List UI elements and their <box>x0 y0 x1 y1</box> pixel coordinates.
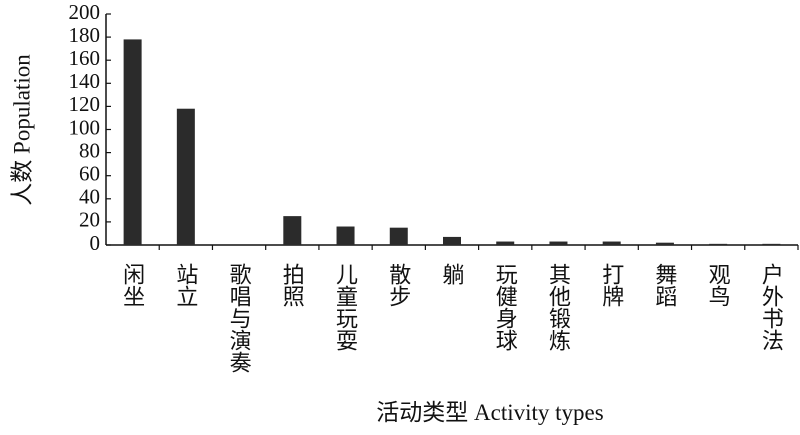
bar <box>443 236 461 245</box>
x-tick-label: 其他锻炼 <box>546 263 571 351</box>
bar <box>549 241 568 245</box>
y-tick-label: 160 <box>69 46 101 70</box>
x-tick-label: 散步 <box>386 263 411 307</box>
x-tick-label: 打牌 <box>599 263 624 307</box>
x-tick-label: 舞蹈 <box>652 263 677 307</box>
x-tick-label: 拍照 <box>280 263 305 307</box>
y-tick-label: 80 <box>79 138 100 162</box>
x-tick-label: 闲坐 <box>120 263 145 307</box>
y-tick-label: 100 <box>69 115 101 139</box>
bar <box>389 227 408 245</box>
bar <box>709 243 728 245</box>
x-tick-label: 歌唱与演奏 <box>227 263 252 373</box>
y-tick-label: 60 <box>79 162 100 186</box>
x-tick-label: 儿童玩耍 <box>333 263 358 351</box>
bar <box>496 241 515 245</box>
y-axis-title: 人数 Population <box>9 54 34 206</box>
y-tick-label: 0 <box>90 231 101 255</box>
bar <box>283 216 302 245</box>
y-tick-label: 180 <box>69 23 101 47</box>
y-tick-label: 200 <box>69 0 101 24</box>
bar <box>123 39 142 245</box>
x-axis-title: 活动类型 Activity types <box>376 400 603 425</box>
y-tick-label: 20 <box>79 208 100 232</box>
bar <box>602 241 621 245</box>
y-tick-label: 40 <box>79 185 100 209</box>
x-tick-label: 户外书法 <box>759 263 784 351</box>
x-tick-label: 站立 <box>173 263 198 307</box>
y-tick-label: 120 <box>69 92 101 116</box>
bar <box>176 108 195 246</box>
bar <box>762 243 781 245</box>
x-tick-label: 躺 <box>440 263 465 285</box>
bar <box>655 242 674 245</box>
x-tick-label: 玩健身球 <box>493 263 518 351</box>
y-tick-label: 140 <box>69 69 101 93</box>
bar <box>336 226 355 245</box>
x-tick-label: 观鸟 <box>706 263 731 307</box>
